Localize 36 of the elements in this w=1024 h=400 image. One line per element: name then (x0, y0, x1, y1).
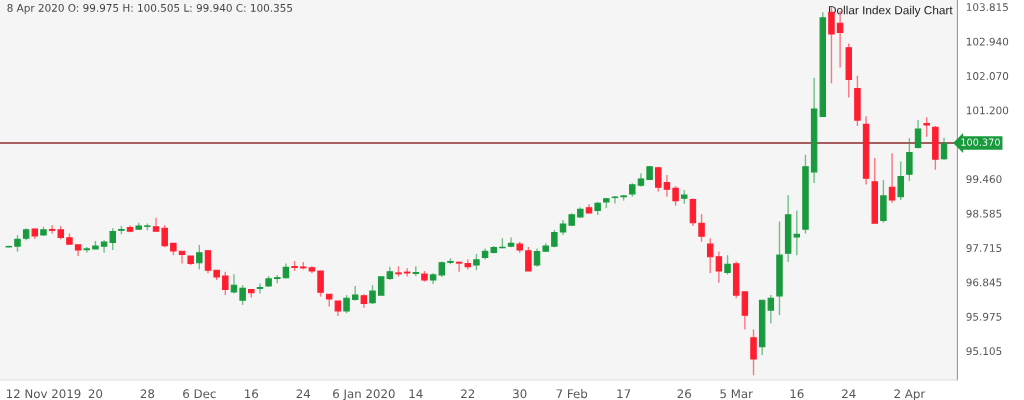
x-tick-label: 30 (513, 389, 527, 399)
y-tick-label: 97.715 (966, 244, 1002, 252)
candlestick (256, 282, 264, 295)
ref-line-label: 100.370 (961, 138, 1000, 146)
x-tick-label: 22 (461, 389, 475, 398)
y-tick-label: 96.845 (966, 278, 1002, 287)
y-tick-label: 98.585 (966, 209, 1002, 218)
x-tick-label: 20 (88, 389, 103, 399)
x-tick-label: 28 (140, 389, 155, 399)
candlestick (412, 265, 420, 277)
y-tick-label: 101.200 (966, 106, 1009, 115)
x-tick-label: 6 Dec (183, 389, 216, 399)
candlestick (178, 250, 186, 265)
y-tick-label: 95.975 (966, 312, 1002, 321)
x-tick-label: 12 Nov 2019 (6, 389, 81, 399)
y-tick-label: 102.940 (966, 37, 1009, 46)
x-tick-label: 26 (677, 389, 692, 399)
annotation: 8 Apr 2020 O: 99.975 H: 100.505 L: 99.940 C: 100.355 (7, 3, 293, 14)
y-tick-label: 99.460 (966, 175, 1002, 184)
y-tick-label: 103.815 (966, 3, 1008, 12)
x-tick-label: 14 (409, 389, 423, 398)
candlestick (403, 267, 411, 278)
x-tick-label: 7 Feb (556, 389, 588, 399)
x-tick-label: 16 (245, 389, 259, 399)
candlestick (611, 195, 619, 205)
x-tick-label: 2 Apr (894, 389, 926, 400)
x-tick-label: 17 (617, 389, 631, 398)
y-tick-label: 102.070 (966, 72, 1009, 80)
x-tick-label: 24 (842, 389, 856, 398)
x-tick-label: 16 (790, 389, 804, 399)
x-tick-label: 24 (296, 389, 311, 398)
x-tick-label: 5 Mar (720, 389, 753, 399)
y-tick-label: 95.105 (966, 347, 1002, 356)
x-tick-label: 6 Jan 2020 (333, 389, 395, 400)
candlestick (48, 224, 56, 235)
candlestick (455, 260, 463, 273)
